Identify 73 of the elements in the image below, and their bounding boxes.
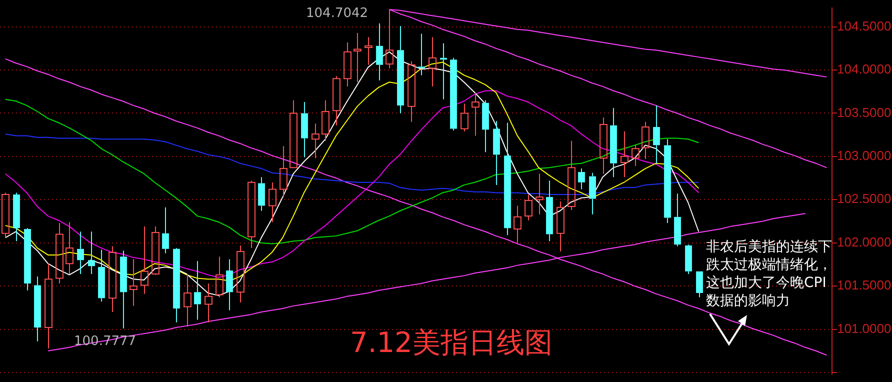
candlestick <box>482 100 489 153</box>
candlestick <box>493 120 500 186</box>
candlestick <box>162 206 169 254</box>
candlestick <box>514 205 522 244</box>
candlestick <box>280 146 288 198</box>
annotation: 104.7042 <box>306 6 368 21</box>
text: 7.12美指日线图 <box>350 325 552 361</box>
candlestick <box>428 36 436 87</box>
candlestick <box>418 33 425 76</box>
candlestick <box>536 173 544 215</box>
candlestick <box>173 248 180 323</box>
candlestick <box>194 260 201 320</box>
y-tick-label: 101.0000 <box>837 320 892 336</box>
candlestick <box>204 282 212 323</box>
candlestick <box>344 42 352 87</box>
candlestick <box>556 200 564 252</box>
candlestick <box>322 100 330 142</box>
candlestick <box>546 180 553 242</box>
candlestick <box>66 222 74 274</box>
candlestick <box>578 168 585 190</box>
candlestick <box>312 123 320 159</box>
candlestick <box>236 244 244 303</box>
candlestick <box>408 60 416 122</box>
y-tick-label: 102.5000 <box>837 191 892 206</box>
candlestick <box>290 100 298 168</box>
annotation: 非农后美指的连续下跌太过极端情绪化，这也加大了今晚CPI数据的影响力 <box>706 238 832 310</box>
y-tick-label: 101.5000 <box>837 278 892 293</box>
candlestick <box>696 271 703 298</box>
candlestick <box>610 108 617 178</box>
candlestick <box>397 25 404 114</box>
candlestick <box>301 101 308 158</box>
candlestick <box>460 103 468 132</box>
candlestick <box>568 140 576 211</box>
candlestick <box>354 32 362 83</box>
candlestick <box>248 180 256 249</box>
y-tick-label: 103.5000 <box>837 104 892 120</box>
candlestick <box>34 276 41 342</box>
candlestick <box>642 121 650 160</box>
candlestick <box>632 144 640 166</box>
candlestick <box>120 250 127 329</box>
candlestick <box>44 263 52 349</box>
candlestick <box>56 222 64 284</box>
candlestick <box>268 182 276 223</box>
candlestick <box>620 130 628 178</box>
candlestick <box>24 228 31 291</box>
candlestick <box>184 273 192 328</box>
candlestick <box>653 104 660 164</box>
candlestick <box>140 226 148 294</box>
candlestick <box>386 8 394 69</box>
y-tick-label: 104.5000 <box>837 18 892 34</box>
y-tick-label: 102.0000 <box>837 234 892 250</box>
candlestick <box>226 258 233 311</box>
candlestick <box>376 22 383 81</box>
candlestick <box>600 117 608 174</box>
candlestick <box>364 36 372 66</box>
candlestick <box>108 246 116 312</box>
candlestick <box>332 76 340 126</box>
candlestick <box>216 256 224 298</box>
y-tick-label: 104.0000 <box>837 62 892 77</box>
candlestick <box>258 176 265 212</box>
candlestick <box>88 231 95 274</box>
candlestick <box>130 258 138 306</box>
candlestick <box>524 194 532 221</box>
candlestick <box>98 249 105 302</box>
candlestick <box>13 192 20 242</box>
candlestick <box>674 193 681 247</box>
candlestick <box>504 122 511 236</box>
candlestick <box>77 231 84 274</box>
candlestick <box>589 172 596 215</box>
candlestick <box>664 138 671 224</box>
candlestick <box>472 92 480 136</box>
candlestick <box>685 244 692 274</box>
y-tick-label: 103.0000 <box>837 148 892 164</box>
